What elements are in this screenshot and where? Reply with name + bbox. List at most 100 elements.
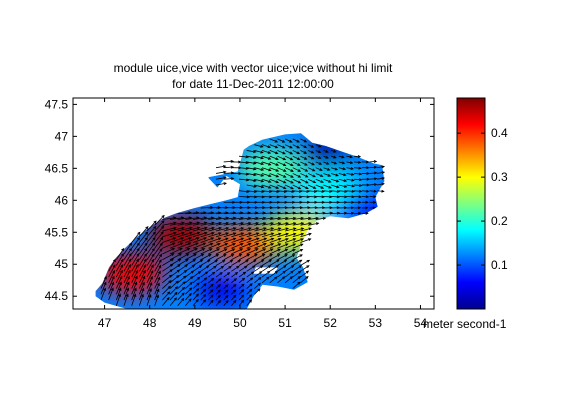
velocity-vector [361, 206, 369, 210]
velocity-vector [292, 161, 301, 166]
velocity-vector [369, 183, 378, 187]
velocity-vector [146, 282, 153, 295]
x-tick-label: 53 [369, 316, 383, 330]
velocity-vector [369, 160, 378, 164]
velocity-vector [254, 288, 261, 295]
velocity-vector [338, 211, 348, 215]
velocity-vector [308, 189, 318, 193]
velocity-vector [131, 242, 140, 255]
velocity-vector [346, 184, 356, 188]
velocity-vector [254, 167, 265, 171]
velocity-vector [323, 189, 333, 193]
colorbar: 0.1 0.2 0.3 0.4 meter second-1 [423, 97, 508, 331]
velocity-vector [185, 231, 201, 238]
velocity-vector [138, 258, 147, 272]
velocity-vector [131, 258, 139, 272]
velocity-vector [361, 189, 370, 193]
velocity-vector [162, 221, 177, 226]
velocity-vector [108, 269, 115, 283]
plot-frame [72, 97, 435, 310]
velocity-vector [223, 248, 236, 255]
velocity-vector [246, 232, 260, 238]
velocity-vector [223, 227, 237, 232]
velocity-vector [246, 173, 257, 177]
velocity-vector [323, 161, 330, 165]
velocity-vector [192, 276, 201, 284]
velocity-vector [192, 298, 199, 307]
velocity-vector [154, 248, 163, 260]
velocity-vector [246, 283, 253, 289]
velocity-vector [177, 226, 193, 232]
velocity-vector [330, 184, 340, 189]
velocity-vector [208, 237, 222, 243]
velocity-vector [185, 237, 200, 243]
velocity-vector [338, 178, 348, 182]
velocity-vector [292, 155, 301, 160]
velocity-vector [154, 236, 164, 249]
velocity-vector [346, 200, 355, 204]
velocity-vector [192, 293, 200, 301]
velocity-vector [338, 167, 347, 171]
velocity-vector [277, 248, 289, 255]
velocity-vector [338, 155, 345, 159]
velocity-vector [346, 189, 356, 193]
x-tick-label: 51 [278, 316, 292, 330]
velocity-vector [246, 248, 259, 255]
velocity-vector [292, 227, 305, 232]
velocity-vector [231, 232, 245, 238]
velocity-vector [108, 275, 115, 289]
velocity-vector [254, 227, 267, 232]
velocity-vector [300, 189, 310, 193]
velocity-vector [246, 259, 257, 266]
velocity-vector [131, 269, 139, 283]
velocity-vector [277, 155, 287, 161]
velocity-vector [254, 243, 267, 249]
velocity-vector [215, 248, 228, 255]
velocity-vector [231, 265, 240, 272]
velocity-vector [215, 259, 226, 266]
velocity-vector [269, 276, 278, 284]
velocity-vector [300, 138, 308, 143]
velocity-vector [200, 221, 215, 226]
velocity-vector [292, 138, 300, 143]
velocity-vector [115, 281, 122, 295]
velocity-vector [223, 299, 229, 307]
velocity-vector [177, 231, 193, 238]
velocity-vector [177, 253, 190, 261]
velocity-vector [261, 232, 275, 238]
velocity-vector [354, 178, 363, 182]
velocity-vector [239, 161, 250, 165]
velocity-vector [292, 281, 301, 289]
velocity-vector [215, 278, 222, 284]
velocity-vector [346, 178, 355, 182]
velocity-vector [115, 293, 121, 306]
velocity-vector [192, 288, 200, 295]
velocity-vector [146, 258, 155, 272]
velocity-vector [308, 222, 320, 226]
y-tick-label: 47.5 [45, 97, 69, 111]
velocity-vector [330, 167, 339, 171]
velocity-vector [139, 236, 148, 249]
velocity-vector [315, 216, 327, 220]
velocity-vector [100, 281, 107, 295]
velocity-vector [123, 293, 129, 306]
velocity-vector [200, 248, 213, 255]
velocity-vector [192, 221, 208, 226]
velocity-vector [123, 264, 131, 278]
velocity-vector [123, 281, 130, 295]
velocity-vector [285, 189, 295, 193]
velocity-vector [277, 227, 289, 232]
velocity-vector [192, 242, 207, 249]
velocity-vector [208, 226, 222, 232]
velocity-vector [261, 227, 275, 232]
velocity-vector [215, 289, 221, 295]
chart-title: module uice,vice with vector uice;vice w… [114, 61, 393, 75]
velocity-vector [277, 161, 287, 166]
velocity-vector [269, 155, 279, 160]
velocity-vector [284, 138, 293, 143]
velocity-vector [338, 189, 348, 193]
velocity-vector [361, 171, 370, 175]
velocity-vector [269, 173, 280, 178]
velocity-vector [315, 167, 323, 171]
velocity-vector [338, 184, 348, 188]
